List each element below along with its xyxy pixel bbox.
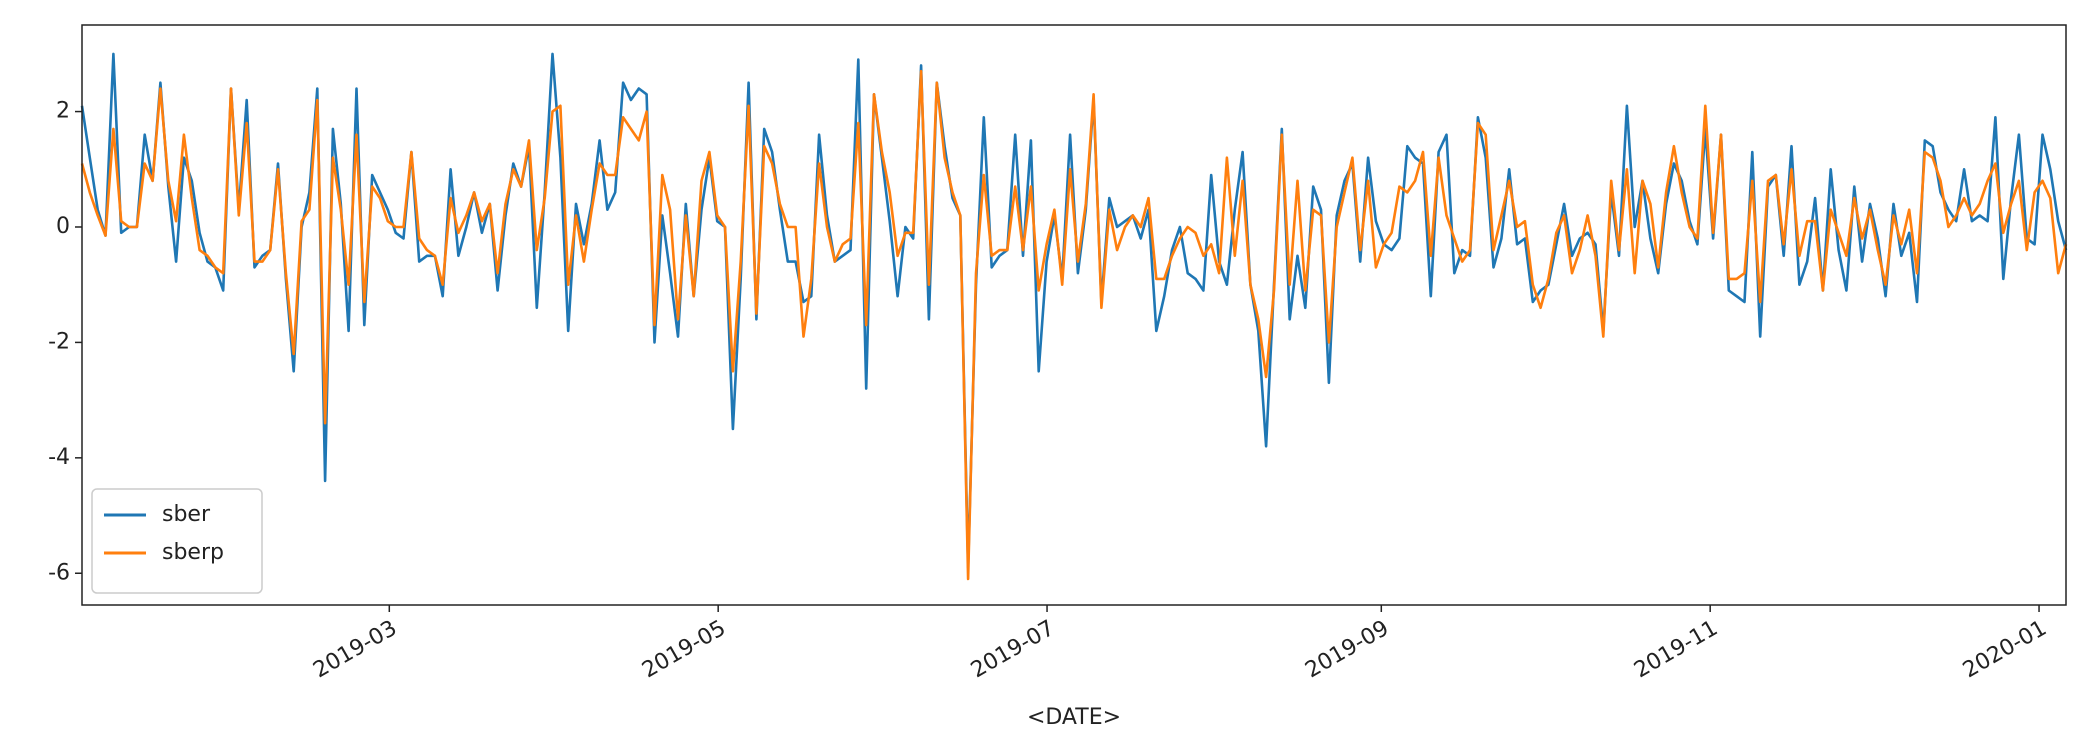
legend: sber sberp xyxy=(91,488,263,594)
x-tick-label: 2020-01 xyxy=(1959,616,2051,684)
y-tick-label: -4 xyxy=(48,445,70,470)
y-tick-label: -2 xyxy=(48,329,70,354)
x-tick-label: 2019-05 xyxy=(638,616,730,684)
y-tick-label: 2 xyxy=(56,99,70,124)
legend-label: sberp xyxy=(162,540,224,565)
x-tick-label: 2019-09 xyxy=(1301,616,1393,684)
y-tick-label: 0 xyxy=(56,214,70,239)
x-tick-label: 2019-07 xyxy=(967,616,1059,684)
line-series xyxy=(80,69,2068,581)
plot-frame xyxy=(81,24,2067,606)
x-axis-label: <DATE> xyxy=(1027,705,1121,730)
legend-label: sber xyxy=(162,502,211,527)
line-series xyxy=(80,52,2068,569)
x-tick-label: 2019-11 xyxy=(1630,616,1722,684)
x-tick-label: 2019-03 xyxy=(309,616,401,684)
y-tick-label: -6 xyxy=(48,560,70,585)
